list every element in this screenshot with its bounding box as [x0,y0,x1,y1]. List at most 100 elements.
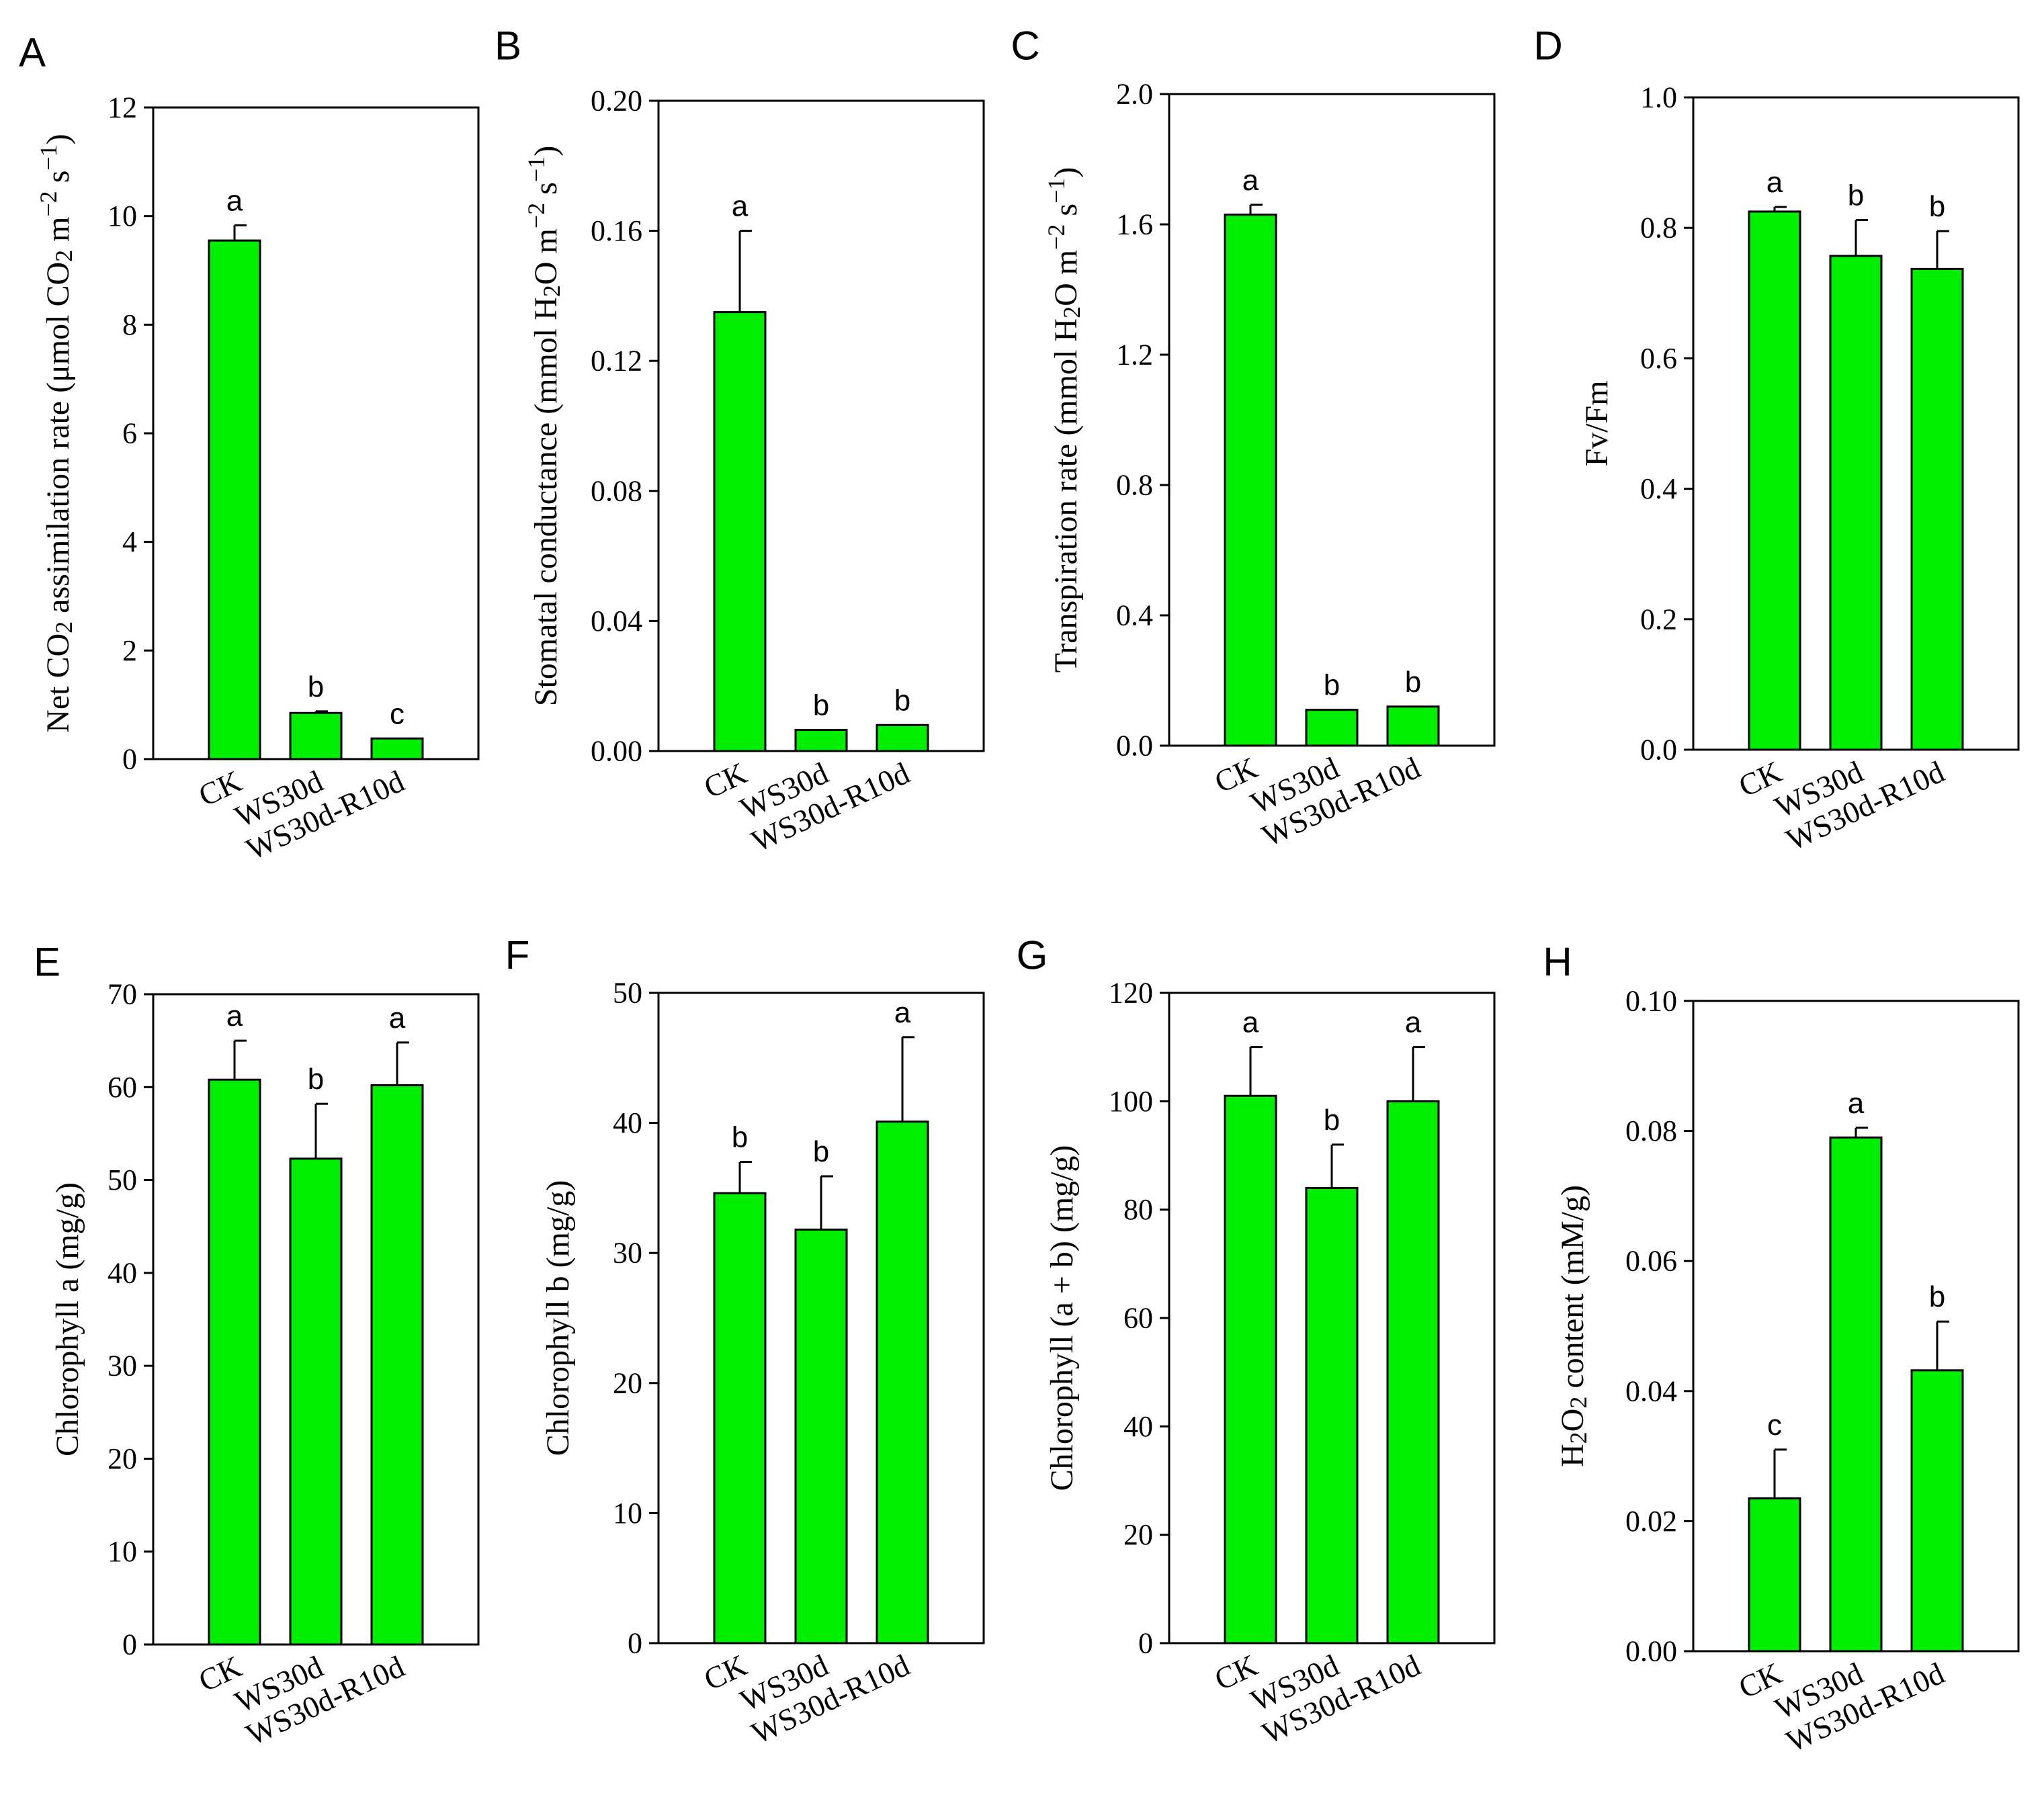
significance-letter: a [226,184,243,217]
y-tick-label: 100 [1109,1085,1153,1118]
bar [1829,255,1883,751]
panel-letter: H [1543,940,1572,985]
significance-letter: b [1324,669,1340,702]
y-tick-label: 0.8 [1640,212,1677,245]
y-tick-label: 50 [613,977,642,1010]
y-tick-label: 0.4 [1116,599,1153,632]
bar [289,1157,343,1646]
significance-letter: b [813,1135,829,1168]
bar [876,723,929,752]
significance-letter: a [389,1002,406,1035]
bar [794,729,848,752]
y-tick-label: 4 [122,525,137,558]
y-axis-title: Transpiration rate (mmol H2O m−2 s−1) [1043,167,1085,673]
plot-frame [1168,992,1496,1644]
plot-frame [152,993,480,1646]
y-tick-label: 70 [108,978,137,1011]
significance-letter: a [1242,1006,1259,1039]
y-tick-label: 1.6 [1116,208,1153,241]
y-tick-label: 0.08 [1625,1114,1677,1147]
y-tick-label: 0.6 [1640,342,1677,375]
bar [1748,210,1801,751]
bar [1224,213,1277,747]
significance-letter: a [1848,1087,1865,1120]
y-axis-title: Chlorophyll b (mg/g) [540,1180,576,1456]
bar [1829,1136,1883,1653]
y-tick-label: 2 [122,634,137,667]
y-tick-label: 8 [122,308,137,341]
y-tick-label: 50 [108,1164,137,1196]
plot-frame [152,106,480,760]
bar [370,737,424,760]
y-tick-label: 120 [1109,977,1153,1010]
panel-g: GaCKbWS30daWS30d-R10d020406080100120Chlo… [1017,933,1496,1751]
y-tick-label: 30 [613,1237,642,1270]
significance-letter: a [1766,166,1783,199]
plot-frame [657,992,985,1644]
y-tick-label: 0.8 [1116,469,1153,502]
y-tick-label: 12 [108,91,137,124]
y-axis-title: Fv/Fm [1579,380,1615,466]
bar [289,711,343,760]
bar [208,1078,261,1646]
significance-letter: b [1929,1280,1945,1313]
y-tick-label: 0 [122,1628,137,1661]
panel-c: CaCKbWS30dbWS30d-R10d0.00.40.81.21.62.0T… [1011,24,1496,853]
y-tick-label: 0.00 [1625,1635,1677,1668]
y-tick-label: 0.2 [1640,603,1677,635]
bar [1386,1100,1440,1644]
y-tick-label: 0 [1138,1627,1153,1660]
panel-e: EaCKbWS30daWS30d-R10d010203040506070Chlo… [34,940,480,1752]
bar [1224,1094,1277,1644]
y-axis-title: Stomatal conductance (mmol H2O m−2 s−1) [523,146,565,706]
significance-letter: b [308,670,324,703]
y-tick-label: 0.0 [1640,734,1677,766]
significance-letter: b [894,684,910,717]
panel-h: HcCKaWS30dbWS30d-R10d0.000.020.040.060.0… [1543,940,2020,1759]
y-tick-label: 40 [108,1256,137,1289]
y-tick-label: 0.10 [1625,985,1677,1018]
y-tick-label: 0.04 [591,605,642,638]
bar [1910,1369,1964,1653]
y-tick-label: 0.4 [1640,472,1677,505]
y-tick-label: 10 [108,200,137,232]
plot-frame [1692,1000,2020,1653]
panel-f: FbCKbWS30daWS30d-R10d01020304050Chloroph… [505,933,985,1751]
bar [208,239,261,760]
panel-b: BaCKbWS30dbWS30d-R10d0.000.040.080.120.1… [495,24,985,859]
panel-letter: E [34,940,60,985]
panel-d: DaCKbWS30dbWS30d-R10d0.00.20.40.60.81.0F… [1533,24,2020,857]
bar [370,1084,424,1646]
significance-letter: c [1767,1409,1782,1442]
panel-letter: D [1533,24,1562,69]
bar [1910,267,1964,751]
panel-letter: C [1011,24,1039,69]
y-tick-label: 0.06 [1625,1245,1677,1278]
y-axis-title: Net CO2 assimilation rate (μmol CO2 m−2 … [35,134,77,733]
y-tick-label: 40 [613,1106,642,1139]
panel-letter: G [1017,933,1048,978]
panel-letter: A [19,30,46,75]
bar [1386,705,1440,747]
y-tick-label: 0.04 [1625,1374,1677,1407]
significance-letter: b [1405,666,1421,699]
plot-frame [1692,96,2020,751]
bar [1748,1497,1801,1653]
panel-letter: B [495,24,521,69]
significance-letter: b [308,1063,324,1096]
y-tick-label: 0.0 [1116,730,1153,762]
significance-letter: b [1848,179,1864,212]
y-tick-label: 80 [1123,1193,1153,1226]
significance-letter: a [732,190,749,223]
y-tick-label: 0.16 [591,214,642,247]
significance-letter: a [1405,1006,1422,1039]
significance-letter: b [813,689,829,722]
y-tick-label: 0.00 [591,735,642,768]
y-tick-label: 60 [1123,1302,1153,1335]
y-tick-label: 1.2 [1116,339,1153,371]
significance-letter: b [1929,190,1945,223]
significance-letter: b [1324,1104,1340,1137]
y-tick-label: 2.0 [1116,78,1153,111]
